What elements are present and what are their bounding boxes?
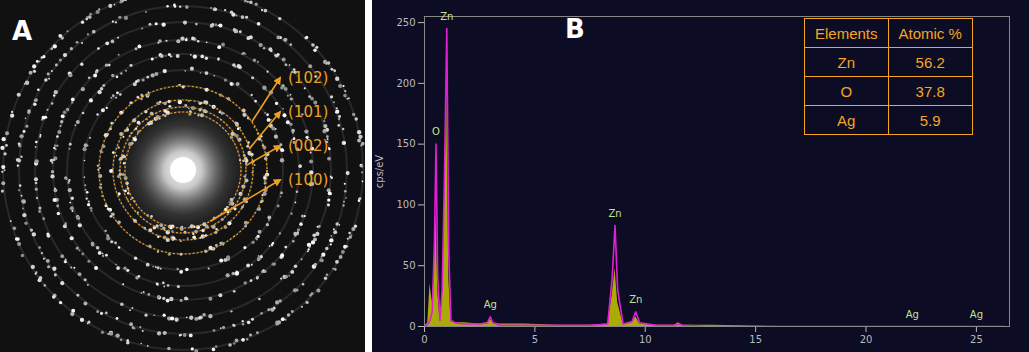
svg-text:Zn: Zn bbox=[440, 11, 453, 22]
html-text:56.2: 56.2 bbox=[915, 53, 945, 71]
html-text:37.8: 37.8 bbox=[915, 82, 945, 100]
svg-text:0: 0 bbox=[421, 334, 427, 345]
svg-text:200: 200 bbox=[396, 78, 415, 89]
html-text:5.9: 5.9 bbox=[919, 111, 941, 129]
svg-text:cps/eV: cps/eV bbox=[374, 155, 385, 189]
svg-text:20: 20 bbox=[860, 334, 873, 345]
svg-text:Zn: Zn bbox=[608, 208, 621, 219]
svg-text:Ag: Ag bbox=[970, 309, 983, 320]
svg-text:15: 15 bbox=[749, 334, 762, 345]
html-text:Ag: Ag bbox=[837, 111, 856, 129]
svg-text:Ag: Ag bbox=[484, 299, 497, 310]
svg-text:25: 25 bbox=[970, 334, 983, 345]
svg-text:(101): (101) bbox=[288, 103, 328, 121]
svg-text:(102): (102) bbox=[288, 69, 328, 87]
svg-text:(100): (100) bbox=[288, 171, 328, 189]
svg-text:150: 150 bbox=[396, 138, 415, 149]
html-text:B: B bbox=[565, 14, 585, 44]
svg-text:100: 100 bbox=[396, 199, 415, 210]
html-text:Elements: Elements bbox=[815, 24, 878, 42]
svg-text:0: 0 bbox=[409, 321, 415, 332]
html-text:Atomic %: Atomic % bbox=[898, 24, 962, 42]
svg-text:250: 250 bbox=[396, 17, 415, 28]
svg-text:(002): (002) bbox=[288, 137, 328, 155]
svg-text:5: 5 bbox=[532, 334, 538, 345]
html-text:Zn: Zn bbox=[837, 53, 855, 71]
svg-text:O: O bbox=[432, 126, 440, 137]
svg-text:A: A bbox=[12, 16, 32, 46]
svg-text:50: 50 bbox=[403, 260, 416, 271]
html-text:O: O bbox=[840, 82, 853, 100]
svg-text:10: 10 bbox=[639, 334, 652, 345]
svg-text:Ag: Ag bbox=[906, 309, 919, 320]
svg-text:Zn: Zn bbox=[629, 294, 642, 305]
